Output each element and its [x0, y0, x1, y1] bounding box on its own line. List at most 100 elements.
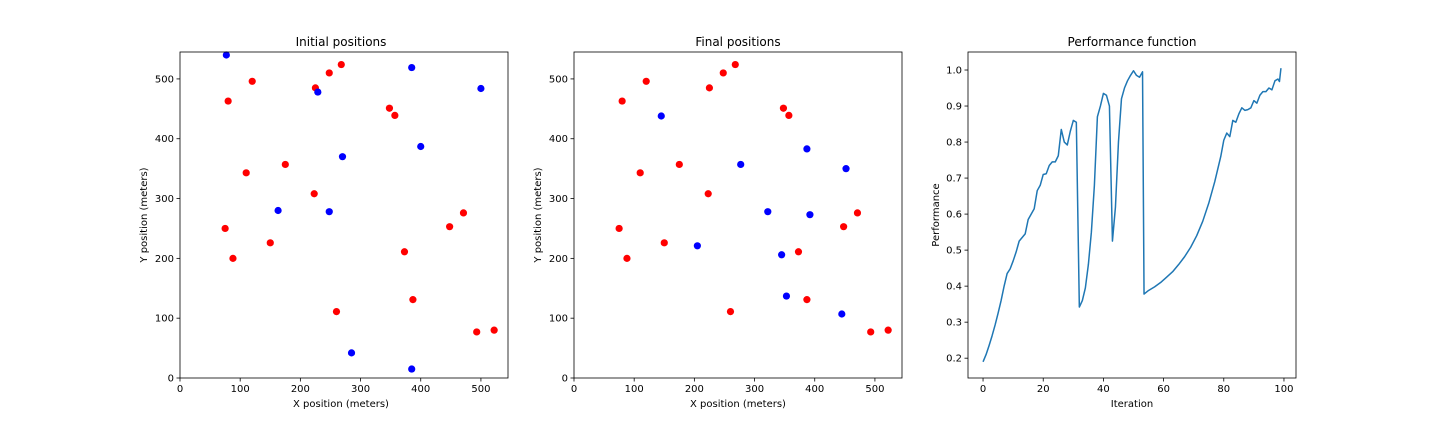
final-positions-red-point: [867, 328, 875, 336]
performance-series-line: [982, 68, 1282, 363]
final-positions-frame: [573, 51, 903, 379]
final-positions-ytick-label: 200: [549, 254, 568, 265]
final-positions-blue-point: [693, 242, 701, 250]
final-positions-red-point: [726, 308, 735, 316]
final-positions-blue-point: [782, 292, 791, 300]
final-positions-red-point: [803, 296, 811, 304]
initial-positions-red-point: [248, 77, 256, 85]
initial-positions-plot: Initial positions X position (meters) Y …: [139, 35, 509, 410]
final-positions-red-point: [615, 224, 623, 233]
initial-positions-red-point: [229, 254, 237, 262]
performance-line: [982, 68, 1282, 363]
initial-positions-red-point: [310, 190, 318, 198]
final-positions-ytick-label: 500: [549, 74, 568, 85]
performance-ylabel: Performance: [931, 183, 942, 246]
initial-positions-ytick-label: 0: [168, 374, 174, 385]
initial-positions-blue-point: [417, 142, 425, 151]
final-positions-blue-point: [803, 145, 811, 153]
performance-xtick-label: 60: [1157, 384, 1170, 395]
final-positions-xtick-label: 300: [745, 384, 764, 395]
final-positions-blue-point: [842, 165, 850, 173]
initial-positions-ytick-label: 100: [155, 314, 174, 325]
final-positions-xtick-label: 500: [865, 384, 884, 395]
final-positions-red-point: [840, 223, 848, 231]
final-positions-xtick-label: 100: [625, 384, 644, 395]
initial-positions-xtick-label: 300: [351, 384, 370, 395]
initial-positions-blue-point: [314, 88, 322, 96]
final-positions-red-point: [731, 60, 739, 69]
initial-positions-xtick-label: 100: [231, 384, 250, 395]
final-positions-title: Final positions: [695, 35, 780, 49]
final-positions-blue-point: [657, 112, 665, 120]
final-positions-red-point: [853, 209, 862, 217]
final-positions-blue-point: [806, 211, 814, 219]
initial-positions-red-point: [490, 326, 498, 334]
final-positions-red-point: [794, 248, 803, 256]
initial-positions-xtick-label: 0: [177, 384, 183, 395]
initial-positions-frame: [179, 51, 509, 379]
initial-positions-ytick-label: 400: [155, 134, 174, 145]
final-positions-xtick-label: 400: [805, 384, 824, 395]
final-positions-ylabel: Y position (meters): [533, 167, 544, 263]
initial-positions-red-point: [242, 169, 250, 177]
final-positions-red-point: [660, 239, 668, 247]
initial-positions-red-point: [391, 111, 399, 120]
initial-positions-blue-point: [274, 206, 282, 215]
initial-positions-ytick-label: 300: [155, 194, 174, 205]
performance-xtick-label: 20: [1037, 384, 1050, 395]
final-positions-markers: [615, 60, 892, 336]
final-positions-red-point: [636, 169, 644, 177]
initial-positions-blue-point: [477, 84, 485, 93]
performance-ytick-label: 0.2: [946, 354, 962, 365]
initial-positions-blue-point: [408, 63, 416, 72]
performance-plot: Performance function Iteration Performan…: [931, 35, 1297, 410]
final-positions-red-point: [779, 104, 788, 112]
performance-ytick-label: 0.4: [946, 282, 962, 293]
final-positions-red-point: [785, 111, 793, 120]
initial-positions-markers: [221, 51, 498, 373]
initial-positions-blue-point: [222, 51, 230, 59]
performance-title: Performance function: [1068, 35, 1197, 49]
final-positions-ytick-label: 300: [549, 194, 568, 205]
initial-positions-ytick-label: 500: [155, 74, 174, 85]
final-positions-red-point: [719, 69, 727, 77]
initial-positions-ytick-label: 200: [155, 254, 174, 265]
performance-ytick-label: 0.8: [946, 138, 962, 149]
final-positions-red-point: [704, 190, 712, 198]
final-positions-red-point: [675, 160, 683, 169]
initial-positions-blue-point: [338, 153, 347, 161]
initial-positions-red-point: [221, 224, 229, 233]
initial-positions-red-point: [266, 239, 274, 247]
initial-positions-ylabel: Y position (meters): [139, 167, 150, 263]
performance-xtick-label: 40: [1097, 384, 1110, 395]
performance-frame: [967, 51, 1297, 379]
final-positions-blue-point: [778, 251, 786, 259]
performance-ytick-label: 0.6: [946, 210, 962, 221]
initial-positions-blue-point: [347, 349, 356, 357]
final-positions-blue-point: [838, 310, 846, 318]
initial-positions-red-point: [385, 104, 394, 112]
final-positions-plot: Final positions X position (meters) Y po…: [533, 35, 903, 410]
performance-ytick-label: 1.0: [946, 66, 962, 77]
final-positions-red-point: [623, 254, 631, 262]
initial-positions-red-point: [459, 209, 468, 217]
final-positions-red-point: [642, 77, 650, 85]
initial-positions-xtick-label: 200: [291, 384, 310, 395]
performance-xtick-label: 80: [1217, 384, 1230, 395]
performance-xtick-label: 0: [980, 384, 986, 395]
initial-positions-red-point: [281, 160, 289, 169]
initial-positions-blue-point: [325, 208, 333, 216]
performance-ytick-label: 0.7: [946, 174, 962, 185]
final-positions-red-point: [705, 84, 714, 92]
initial-positions-xtick-label: 500: [471, 384, 490, 395]
performance-xtick-label: 100: [1274, 384, 1293, 395]
performance-ytick-label: 0.9: [946, 102, 962, 113]
final-positions-blue-point: [764, 208, 772, 216]
initial-positions-title: Initial positions: [296, 35, 387, 49]
performance-ticks: 0 20 40 60 80 100 0.2 0.3 0.4 0.5 0.6 0.7 0.8 0.9 1.0: [946, 66, 1293, 395]
final-positions-xtick-label: 0: [571, 384, 577, 395]
initial-positions-red-point: [446, 223, 454, 231]
final-positions-ytick-label: 400: [549, 134, 568, 145]
initial-positions-red-point: [325, 69, 333, 77]
